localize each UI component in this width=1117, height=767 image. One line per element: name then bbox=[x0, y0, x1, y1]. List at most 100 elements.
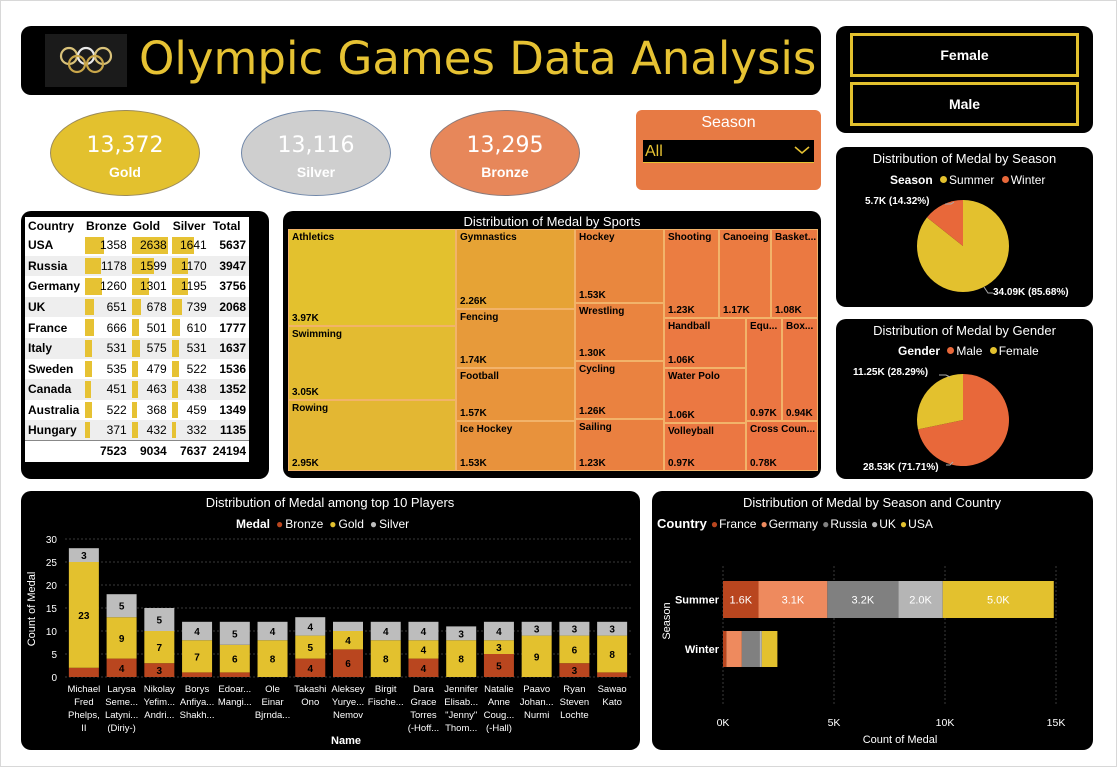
bar-segment-silver[interactable] bbox=[559, 621, 590, 636]
x-tick-label: (-Hoff... bbox=[408, 723, 440, 734]
bar-segment-russia[interactable] bbox=[741, 631, 760, 667]
bar-segment-russia[interactable] bbox=[827, 581, 899, 618]
treemap-tile[interactable]: Fencing 1.74K bbox=[456, 309, 575, 368]
bar-segment-silver[interactable] bbox=[446, 626, 477, 641]
gender-pie-slice-male[interactable] bbox=[917, 374, 1009, 466]
bar-segment-silver[interactable] bbox=[295, 617, 326, 636]
treemap-tile[interactable]: Volleyball 0.97K bbox=[664, 423, 746, 471]
y-axis-title: Season bbox=[661, 602, 673, 639]
treemap-tile[interactable]: Handball 1.06K bbox=[664, 318, 746, 368]
treemap-tile[interactable]: Sailing 1.23K bbox=[575, 419, 664, 471]
treemap-tile[interactable]: Swimming 3.05K bbox=[288, 326, 456, 400]
table-row[interactable]: Sweden 535 479 522 1536 bbox=[25, 359, 249, 380]
bar-segment-silver[interactable] bbox=[144, 608, 175, 631]
bar-segment-gold[interactable] bbox=[559, 635, 590, 664]
bar-segment-gold[interactable] bbox=[68, 562, 99, 668]
bar-segment-uk[interactable] bbox=[898, 581, 943, 618]
season-dropdown[interactable]: All bbox=[643, 140, 814, 163]
bar-segment-usa[interactable] bbox=[942, 581, 1054, 618]
female-button[interactable]: Female bbox=[850, 33, 1079, 77]
bar-segment-bronze[interactable] bbox=[144, 663, 175, 677]
treemap-tile[interactable]: Gymnastics 2.26K bbox=[456, 229, 575, 309]
bar-segment-silver[interactable] bbox=[182, 621, 213, 641]
bar-segment-gold[interactable] bbox=[446, 640, 477, 677]
treemap-tile[interactable]: Ice Hockey 1.53K bbox=[456, 421, 575, 471]
treemap-tile[interactable]: Basket... 1.08K bbox=[771, 229, 818, 318]
bar-segment-silver[interactable] bbox=[257, 621, 288, 641]
bar-segment-silver[interactable] bbox=[408, 621, 439, 641]
bar-segment-gold[interactable] bbox=[333, 631, 363, 650]
bar-segment-uk[interactable] bbox=[759, 631, 762, 667]
bar-segment-bronze[interactable] bbox=[219, 672, 250, 677]
table-row[interactable]: Hungary 371 432 332 1135 bbox=[25, 420, 250, 441]
bar-segment-silver[interactable] bbox=[597, 621, 628, 636]
table-row[interactable]: Italy 531 575 531 1637 bbox=[25, 337, 250, 359]
bar-segment-gold[interactable] bbox=[106, 617, 137, 659]
bar-segment-gold[interactable] bbox=[521, 635, 552, 677]
gender-pie-slice-female[interactable] bbox=[917, 374, 963, 430]
treemap-tile[interactable]: Box... 0.94K bbox=[782, 318, 818, 421]
medal-count-value: 1178 bbox=[100, 258, 127, 273]
bar-segment-gold[interactable] bbox=[144, 631, 175, 664]
bar-segment-gold[interactable] bbox=[483, 640, 514, 654]
bar-segment-gold[interactable] bbox=[408, 640, 439, 659]
col-header-bronze[interactable]: Bronze bbox=[83, 217, 130, 235]
col-header-silver[interactable]: Silver bbox=[169, 217, 210, 235]
bar-segment-gold[interactable] bbox=[257, 640, 288, 677]
treemap-tile[interactable]: Cross Coun... 0.78K bbox=[746, 421, 818, 471]
bar-segment-germany[interactable] bbox=[758, 581, 828, 618]
table-row[interactable]: USA 1358 2638 1641 5637 bbox=[25, 235, 249, 256]
table-row[interactable]: Australia 522 368 459 1349 bbox=[25, 400, 249, 421]
table-row[interactable]: Germany 1260 1301 1195 3756 bbox=[25, 276, 249, 297]
bar-segment-bronze[interactable] bbox=[106, 658, 137, 677]
bar-segment-bronze[interactable] bbox=[68, 667, 99, 677]
male-button[interactable]: Male bbox=[850, 82, 1079, 126]
table-row[interactable]: Canada 451 463 438 1352 bbox=[25, 379, 250, 400]
col-header-gold[interactable]: Gold bbox=[129, 217, 170, 235]
x-tick-label: Torres bbox=[410, 710, 437, 721]
table-row[interactable]: UK 651 678 739 2068 bbox=[25, 296, 250, 318]
treemap-tile[interactable]: Canoeing 1.17K bbox=[719, 229, 771, 318]
bar-segment-silver[interactable] bbox=[219, 621, 250, 645]
bar-segment-bronze[interactable] bbox=[182, 672, 213, 677]
data-label: 6 bbox=[232, 655, 238, 666]
bar-segment-gold[interactable] bbox=[182, 640, 213, 673]
bar-segment-france[interactable] bbox=[723, 631, 727, 667]
bar-segment-france[interactable] bbox=[723, 581, 759, 618]
table-row[interactable]: Russia 1178 1599 1170 3947 bbox=[25, 255, 250, 277]
col-header-country[interactable]: Country bbox=[25, 217, 84, 235]
bar-segment-silver[interactable] bbox=[521, 621, 552, 636]
bar-segment-silver[interactable] bbox=[333, 621, 363, 631]
bar-segment-silver[interactable] bbox=[106, 594, 137, 618]
treemap-tile[interactable]: Shooting 1.23K bbox=[664, 229, 719, 318]
season-pie-slice-winter[interactable] bbox=[926, 200, 963, 246]
bar-segment-bronze[interactable] bbox=[295, 658, 326, 677]
treemap-tile[interactable]: Equ... 0.97K bbox=[746, 318, 782, 421]
treemap-tile-name: Cycling bbox=[579, 364, 616, 375]
bar-segment-bronze[interactable] bbox=[483, 654, 514, 677]
data-bar bbox=[171, 237, 195, 254]
bar-segment-silver[interactable] bbox=[68, 548, 99, 562]
bar-segment-bronze[interactable] bbox=[333, 649, 363, 677]
treemap-tile[interactable]: Football 1.57K bbox=[456, 368, 575, 421]
bar-segment-bronze[interactable] bbox=[408, 658, 439, 677]
bar-segment-silver[interactable] bbox=[483, 621, 514, 641]
treemap-tile[interactable]: Hockey 1.53K bbox=[575, 229, 664, 303]
treemap-tile[interactable]: Wrestling 1.30K bbox=[575, 303, 664, 361]
bar-segment-gold[interactable] bbox=[219, 644, 250, 673]
treemap-tile[interactable]: Rowing 2.95K bbox=[288, 400, 456, 471]
bar-segment-usa[interactable] bbox=[761, 631, 778, 667]
bar-segment-bronze[interactable] bbox=[559, 663, 590, 677]
table-row[interactable]: France 666 501 610 1777 bbox=[25, 317, 249, 338]
bar-segment-germany[interactable] bbox=[726, 631, 742, 667]
treemap-tile[interactable]: Water Polo 1.06K bbox=[664, 368, 746, 423]
bar-segment-silver[interactable] bbox=[370, 621, 401, 641]
bar-segment-gold[interactable] bbox=[370, 640, 401, 677]
data-label: 3 bbox=[609, 625, 615, 636]
bar-segment-gold[interactable] bbox=[295, 635, 326, 659]
bar-segment-bronze[interactable] bbox=[597, 672, 628, 677]
treemap-tile[interactable]: Athletics 3.97K bbox=[288, 229, 456, 326]
bar-segment-gold[interactable] bbox=[597, 635, 628, 673]
treemap-tile[interactable]: Cycling 1.26K bbox=[575, 361, 664, 419]
col-header-total[interactable]: Total bbox=[209, 217, 250, 235]
